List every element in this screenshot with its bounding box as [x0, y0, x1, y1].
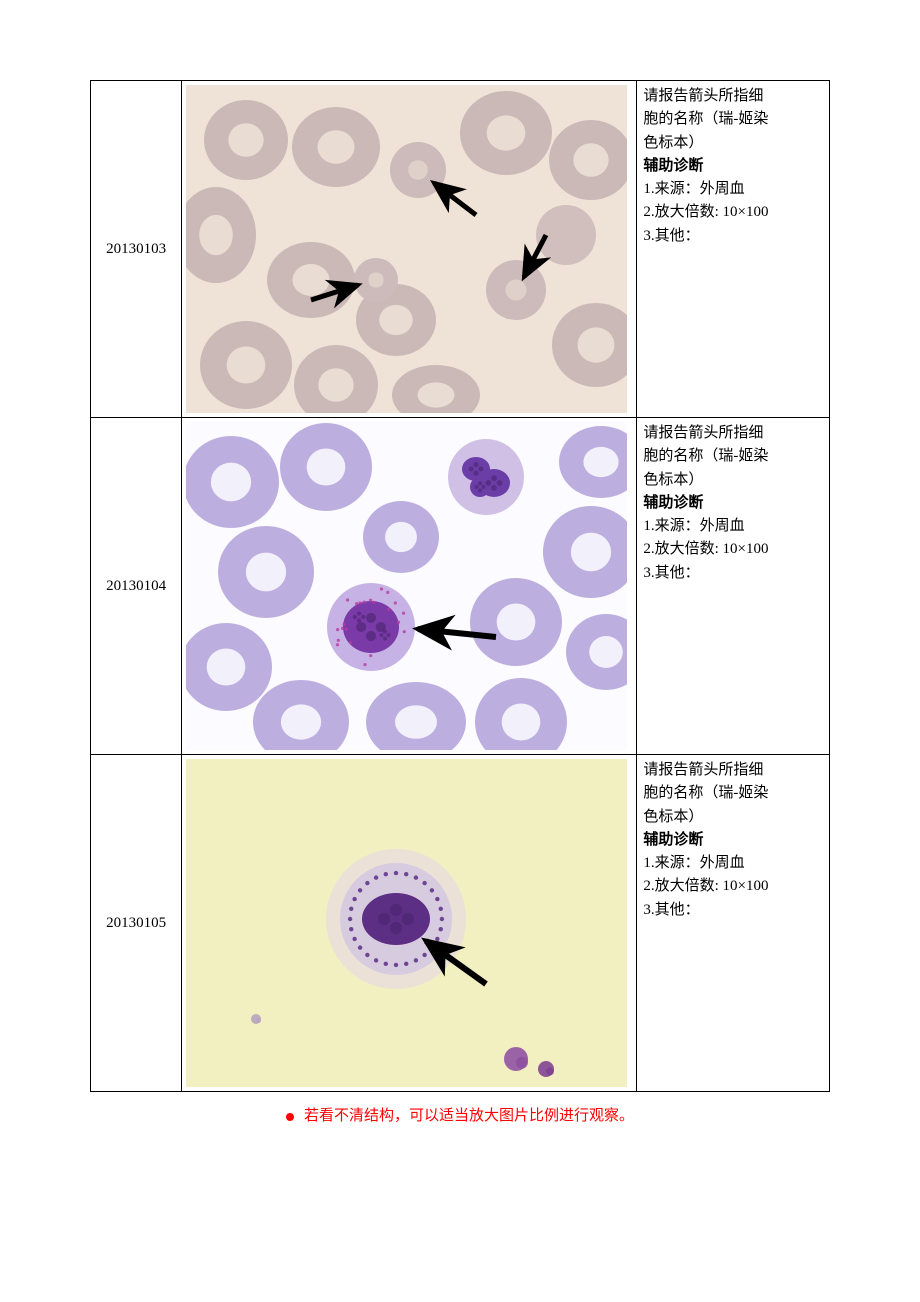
aux-heading: 辅助诊断 — [643, 155, 823, 178]
footnote-text: 若看不清结构，可以适当放大图片比例进行观察。 — [304, 1108, 634, 1124]
aux-item: 3.其他： — [643, 899, 823, 922]
table-row: 20130103 请报告箭头所指细胞的名称（瑞-姬染色标本）辅助诊断1.来源：外… — [91, 81, 830, 418]
prompt-line: 请报告箭头所指细 — [643, 85, 823, 108]
aux-item: 2.放大倍数: 10×100 — [643, 875, 823, 898]
aux-item: 1.来源：外周血 — [643, 178, 823, 201]
description-cell: 请报告箭头所指细胞的名称（瑞-姬染色标本）辅助诊断1.来源：外周血2.放大倍数:… — [637, 755, 830, 1092]
specimen-id: 20130105 — [91, 755, 182, 1092]
prompt-line: 请报告箭头所指细 — [643, 422, 823, 445]
aux-item: 1.来源：外周血 — [643, 852, 823, 875]
image-cell — [182, 755, 637, 1092]
aux-heading: 辅助诊断 — [643, 492, 823, 515]
prompt-line: 胞的名称（瑞-姬染 — [643, 445, 823, 468]
footnote: 若看不清结构，可以适当放大图片比例进行观察。 — [90, 1104, 830, 1125]
microscopy-image — [186, 85, 627, 413]
prompt-line: 请报告箭头所指细 — [643, 759, 823, 782]
aux-item: 2.放大倍数: 10×100 — [643, 538, 823, 561]
aux-item: 1.来源：外周血 — [643, 515, 823, 538]
description-cell: 请报告箭头所指细胞的名称（瑞-姬染色标本）辅助诊断1.来源：外周血2.放大倍数:… — [637, 81, 830, 418]
description-cell: 请报告箭头所指细胞的名称（瑞-姬染色标本）辅助诊断1.来源：外周血2.放大倍数:… — [637, 418, 830, 755]
image-cell — [182, 81, 637, 418]
specimen-id: 20130104 — [91, 418, 182, 755]
aux-heading: 辅助诊断 — [643, 829, 823, 852]
prompt-line: 色标本） — [643, 806, 823, 829]
document-page: 20130103 请报告箭头所指细胞的名称（瑞-姬染色标本）辅助诊断1.来源：外… — [0, 0, 920, 1205]
bullet-icon — [286, 1113, 294, 1121]
specimen-id: 20130103 — [91, 81, 182, 418]
prompt-line: 色标本） — [643, 132, 823, 155]
specimen-table: 20130103 请报告箭头所指细胞的名称（瑞-姬染色标本）辅助诊断1.来源：外… — [90, 80, 830, 1092]
aux-item: 3.其他： — [643, 562, 823, 585]
microscopy-image — [186, 422, 627, 750]
image-cell — [182, 418, 637, 755]
aux-item: 2.放大倍数: 10×100 — [643, 201, 823, 224]
prompt-line: 色标本） — [643, 469, 823, 492]
prompt-line: 胞的名称（瑞-姬染 — [643, 782, 823, 805]
table-row: 20130104 请报告箭头所指细胞的名称（瑞-姬染色标本）辅助诊断1.来源：外… — [91, 418, 830, 755]
table-row: 20130105 请报告箭头所指细胞的名称（瑞-姬染色标本）辅助诊断1.来源：外… — [91, 755, 830, 1092]
prompt-line: 胞的名称（瑞-姬染 — [643, 108, 823, 131]
microscopy-image — [186, 759, 627, 1087]
aux-item: 3.其他： — [643, 225, 823, 248]
